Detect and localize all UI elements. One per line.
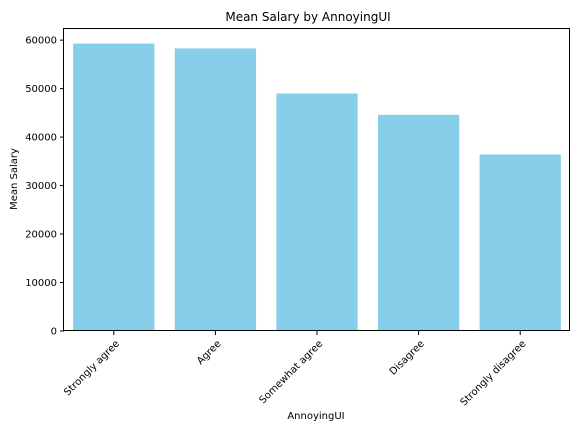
y-tick-label-6: 60000 <box>25 36 57 47</box>
x-axis-label: AnnoyingUI <box>287 411 344 422</box>
bar-1 <box>174 48 257 331</box>
y-axis: 0 10000 20000 30000 40000 50000 60000 <box>25 36 64 338</box>
bar-2 <box>276 93 358 331</box>
y-tick-label-5: 50000 <box>25 84 57 95</box>
bar-0 <box>73 43 155 331</box>
y-tick-label-2: 20000 <box>25 230 57 241</box>
bars-group <box>73 43 561 331</box>
y-tick-label-1: 10000 <box>25 278 57 289</box>
chart-title: Mean Salary by AnnoyingUI <box>225 10 390 24</box>
bar-4 <box>479 154 561 331</box>
plot-frame <box>63 28 570 331</box>
y-tick-label-4: 40000 <box>25 133 57 144</box>
y-tick-label-0: 0 <box>51 327 57 338</box>
y-tick-label-3: 30000 <box>25 181 57 192</box>
bar-3 <box>377 114 460 331</box>
y-axis-label: Mean Salary <box>9 148 20 210</box>
